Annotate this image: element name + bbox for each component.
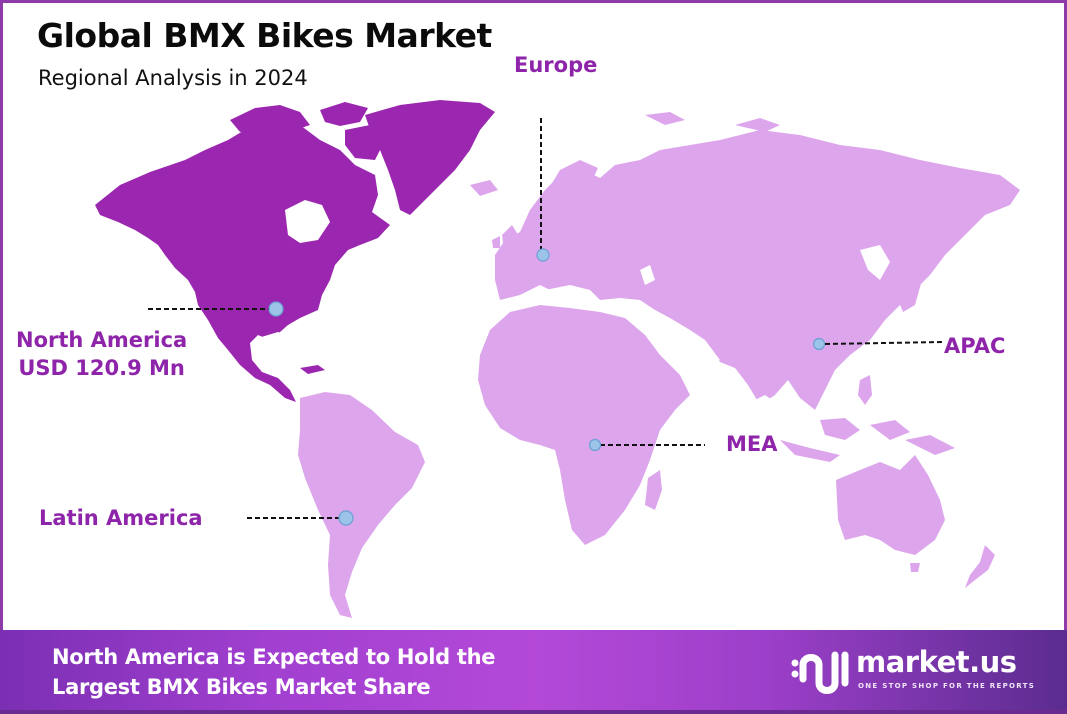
footer-line-1: North America is Expected to Hold the [52,645,496,669]
footer-headline: North America is Expected to Hold the La… [52,642,496,702]
apac-marker-icon [812,337,826,351]
latin-america-marker-icon [338,510,354,526]
north-america-value: USD 120.9 Mn [18,356,185,380]
world-map [95,100,1020,618]
label-north-america: North America USD 120.9 Mn [16,326,187,382]
label-mea: MEA [726,432,778,456]
footer-line-2: Largest BMX Bikes Market Share [52,675,431,699]
mea-marker-icon [588,438,602,452]
label-europe: Europe [514,53,598,77]
north-america-region [95,100,495,402]
footer-banner: North America is Expected to Hold the La… [0,630,1067,714]
page-subtitle: Regional Analysis in 2024 [38,66,308,90]
market-us-logo-icon [791,651,849,694]
south-america-region [298,392,425,618]
logo-wordmark: market.us [856,645,1017,679]
leader-lines [148,118,945,519]
logo-tagline: ONE STOP SHOP FOR THE REPORTS [858,682,1036,690]
label-apac: APAC [944,334,1006,358]
africa-region [478,305,690,545]
oceania-region [836,455,945,555]
north-america-name: North America [16,328,188,352]
north-america-marker-icon [268,301,284,317]
label-latin-america: Latin America [39,506,203,530]
page-title: Global BMX Bikes Market [37,16,492,55]
apac-leader-line [824,341,945,345]
market-us-logo: market.us ONE STOP SHOP FOR THE REPORTS [790,645,1040,700]
europe-marker-icon [536,248,550,262]
eurasia-region [495,130,1020,410]
